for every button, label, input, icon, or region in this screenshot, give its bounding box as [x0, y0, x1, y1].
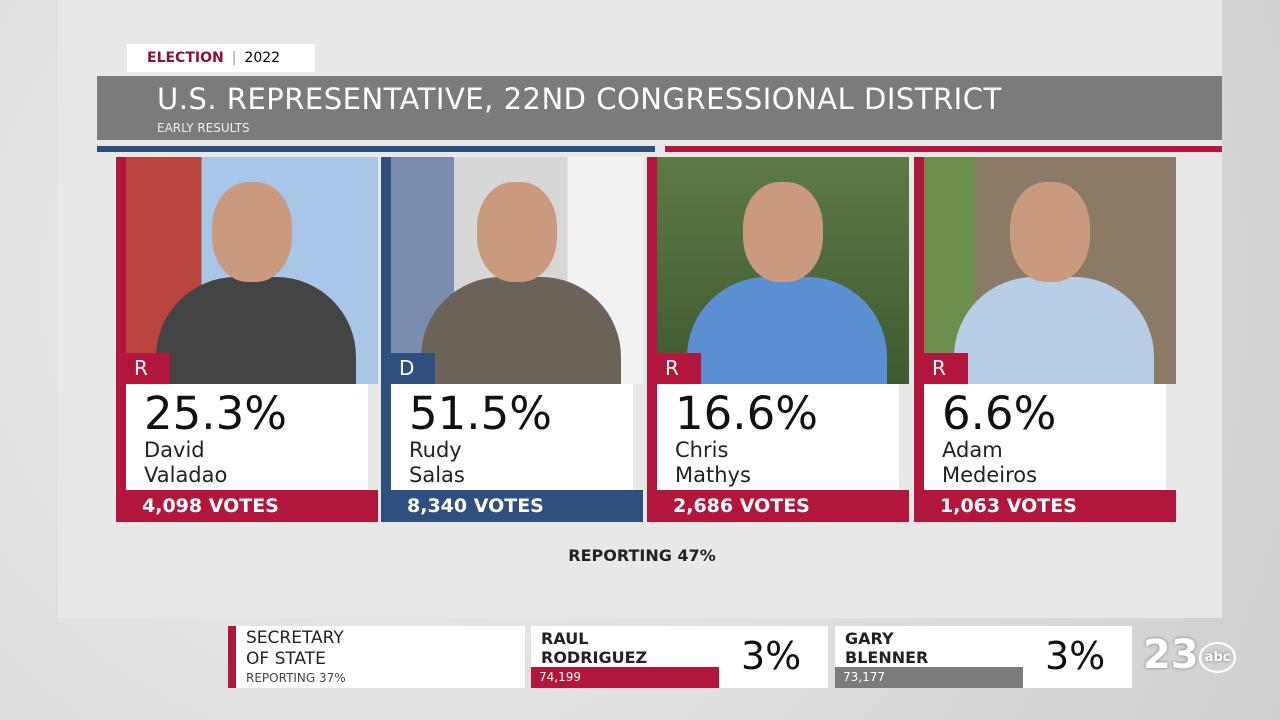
percent: 51.5% [409, 387, 552, 440]
logo-number: 23 [1143, 632, 1199, 678]
first-name: Adam [942, 438, 1003, 462]
race-reporting: REPORTING 37% [246, 671, 346, 685]
stripe [665, 146, 1222, 152]
name: RODRIGUEZ [541, 648, 648, 667]
name: GARY [845, 629, 894, 648]
last-name: Mathys [675, 463, 751, 487]
percent: 6.6% [942, 387, 1057, 440]
votes: 2,686 VOTES [657, 490, 909, 522]
votes: 73,177 [835, 667, 1023, 688]
photo [924, 157, 1176, 384]
votes: 74,199 [531, 667, 719, 688]
party: R [924, 353, 968, 384]
first-name: Rudy [409, 438, 462, 462]
ticker-entry: GARY BLENNER 3% 73,177 [835, 626, 1132, 688]
logo-network: abc [1198, 641, 1237, 673]
party: D [391, 353, 435, 384]
percent: 16.6% [675, 387, 818, 440]
tag: ELECTION [147, 50, 224, 66]
stripe [97, 146, 655, 152]
race: SECRETARY [246, 628, 344, 648]
year: 2022 [244, 50, 281, 66]
subtitle: EARLY RESULTS [157, 121, 250, 135]
name: RAUL [541, 629, 589, 648]
candidate-card: R 6.6% Adam Medeiros 1,063 VOTES [914, 157, 1176, 522]
percent: 25.3% [144, 387, 287, 440]
votes: 1,063 VOTES [924, 490, 1176, 522]
reporting: REPORTING 47% [568, 546, 716, 565]
last-name: Valadao [144, 463, 228, 487]
last-name: Medeiros [942, 463, 1038, 487]
candidate-card: R 25.3% David Valadao 4,098 VOTES [116, 157, 378, 522]
race: OF STATE [246, 649, 326, 669]
photo [126, 157, 378, 384]
first-name: David [144, 438, 205, 462]
votes: 8,340 VOTES [391, 490, 643, 522]
votes: 4,098 VOTES [126, 490, 378, 522]
candidate-card: D 51.5% Rudy Salas 8,340 VOTES [381, 157, 643, 522]
photo [657, 157, 909, 384]
party: R [126, 353, 170, 384]
title-bar: U.S. REPRESENTATIVE, 22ND CONGRESSIONAL … [97, 76, 1222, 140]
candidate-card: R 16.6% Chris Mathys 2,686 VOTES [647, 157, 909, 522]
percent: 3% [741, 634, 802, 678]
last-name: Salas [409, 463, 465, 487]
percent: 3% [1045, 634, 1106, 678]
election-tag: ELECTION | 2022 [127, 44, 315, 72]
photo [391, 157, 643, 384]
first-name: Chris [675, 438, 729, 462]
name: BLENNER [845, 648, 929, 667]
title: U.S. REPRESENTATIVE, 22ND CONGRESSIONAL … [157, 82, 1002, 116]
logo: 23 abc [1143, 632, 1237, 680]
party: R [657, 353, 701, 384]
ticker-race: SECRETARY OF STATE REPORTING 37% [228, 626, 525, 688]
ticker-entry: RAUL RODRIGUEZ 3% 74,199 [531, 626, 828, 688]
